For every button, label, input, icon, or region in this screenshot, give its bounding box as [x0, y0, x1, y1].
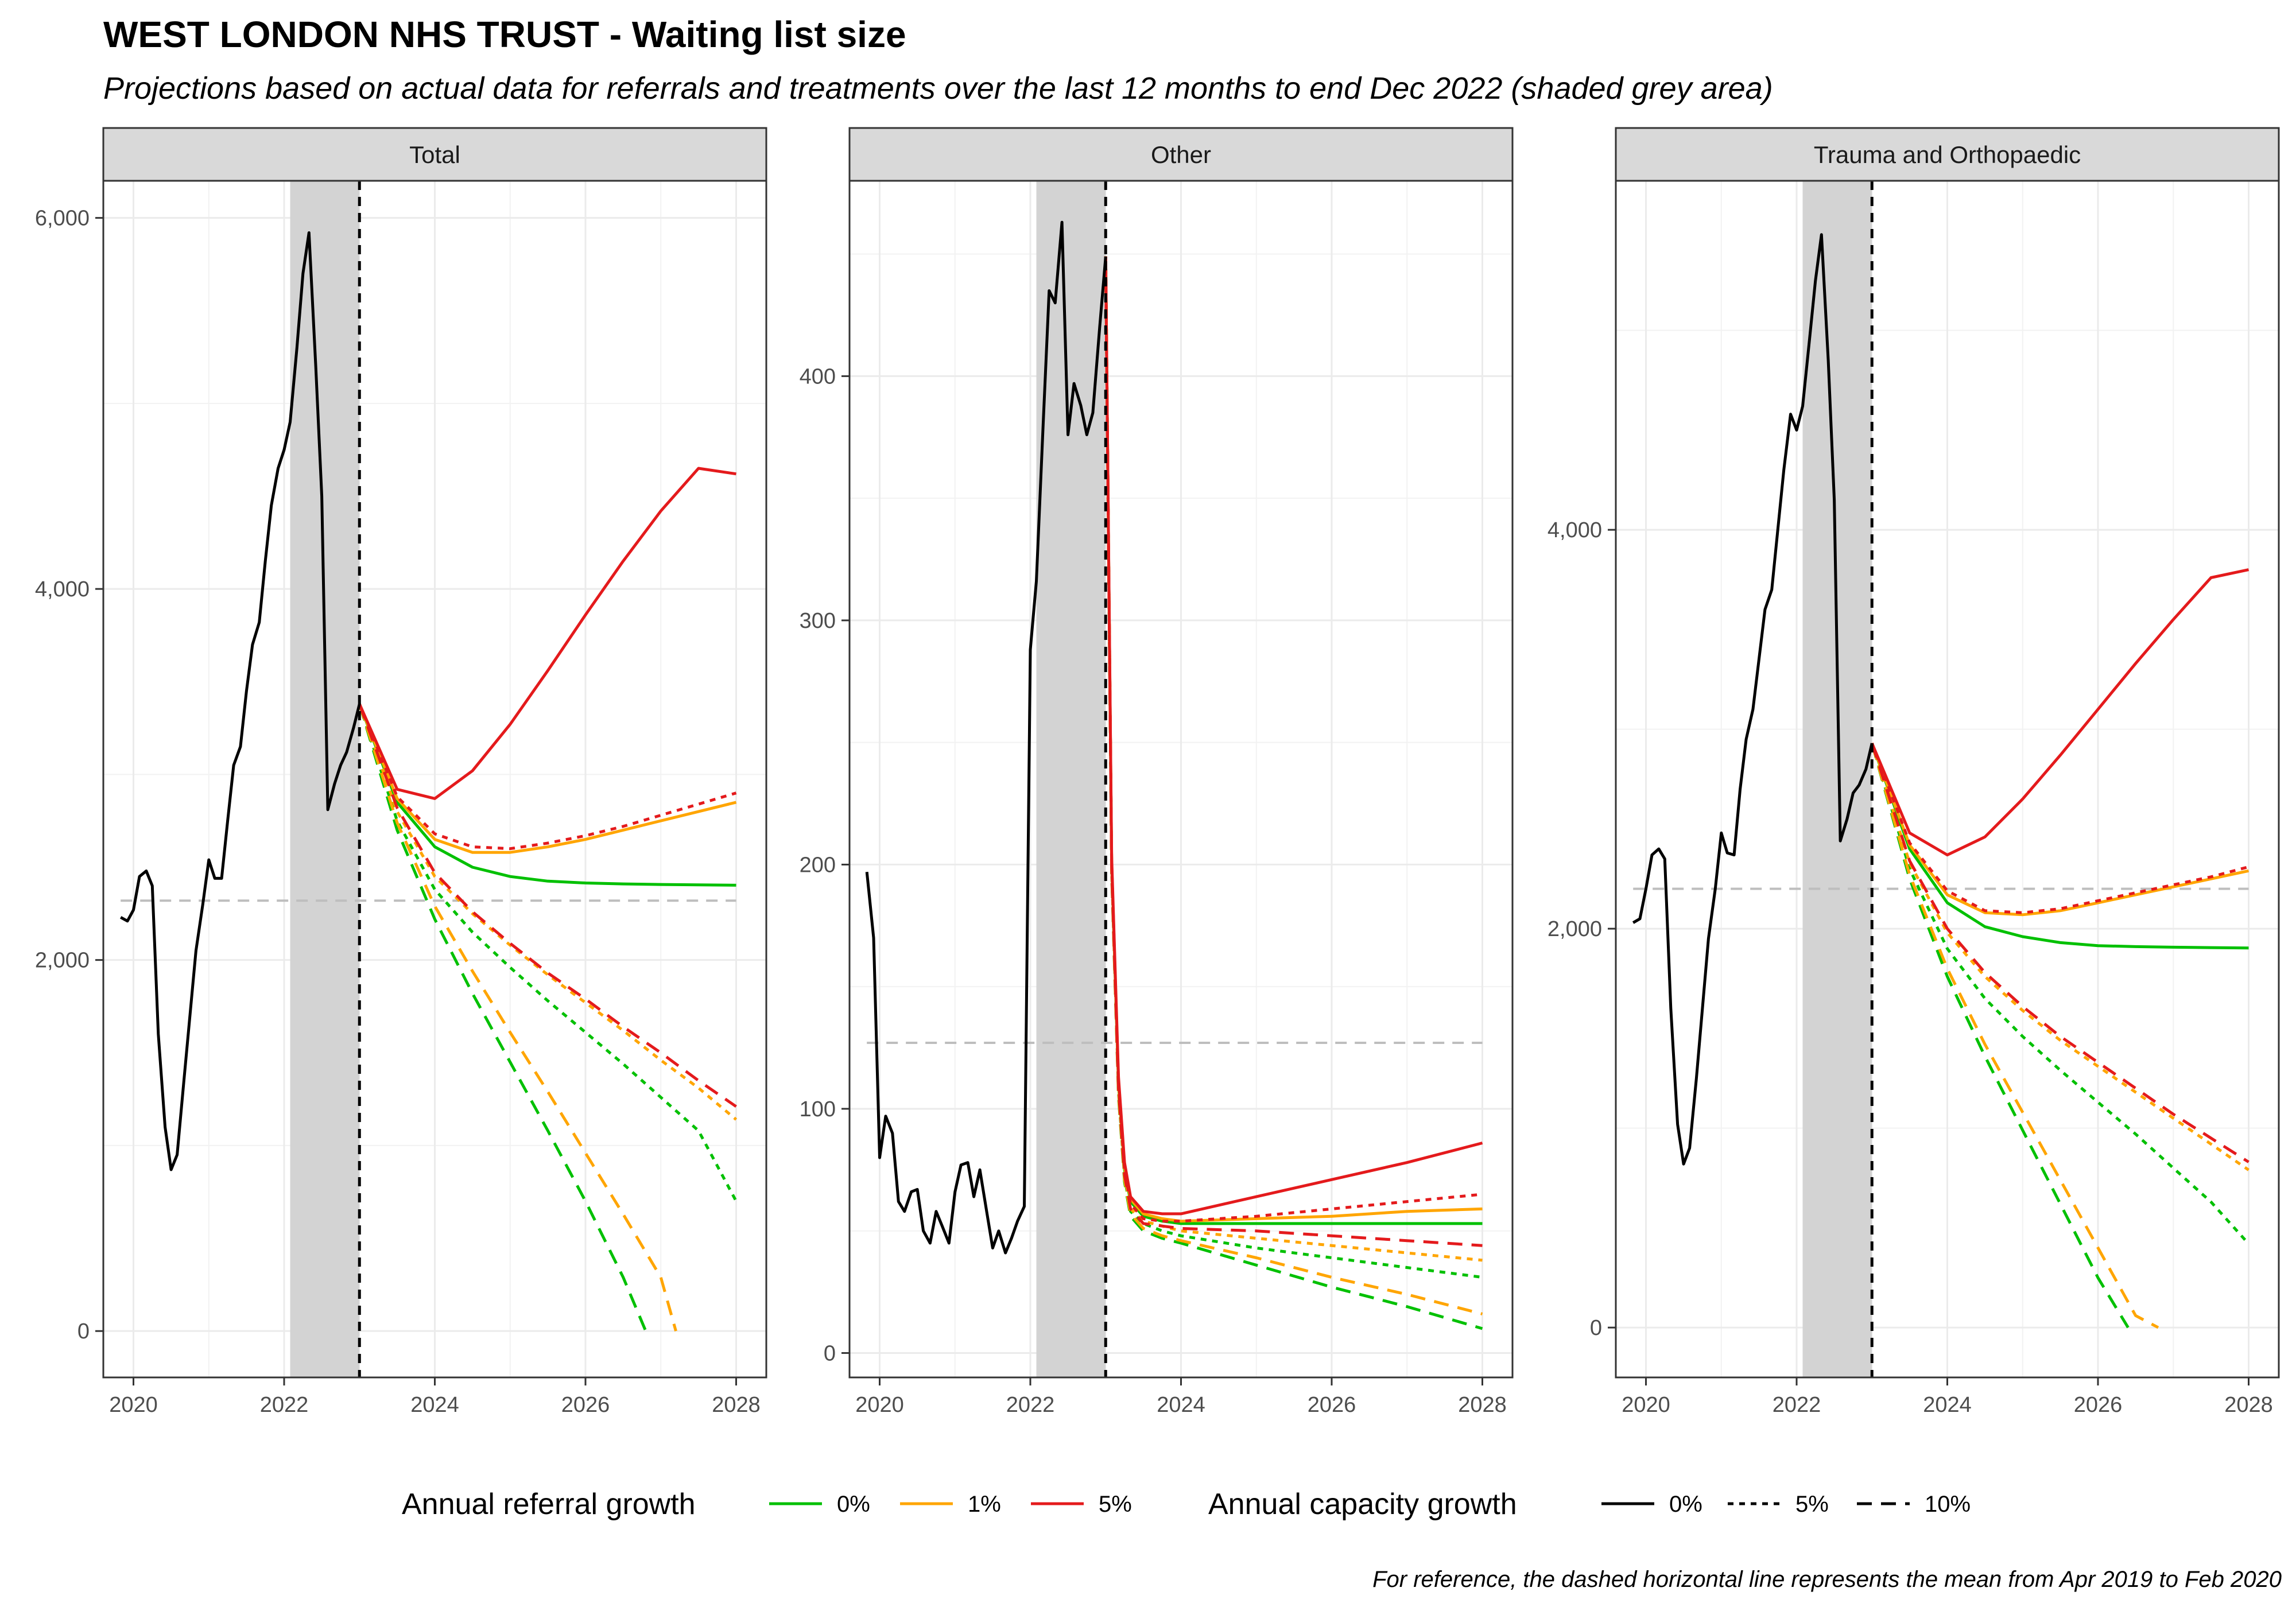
actual-waiting-list-line [865, 220, 1107, 1255]
facet-strip [1615, 127, 2280, 182]
gridlines [103, 181, 766, 1377]
y-tick-label: 2,000 [35, 949, 90, 973]
legend-referral-title: Annual referral growth [402, 1488, 696, 1521]
shaded-period [290, 181, 360, 1377]
x-tick-label: 2024 [1923, 1393, 1972, 1417]
legend-referral-5-label: 5% [1099, 1492, 1132, 1517]
y-tick-label: 6,000 [35, 207, 90, 231]
projection-line-referral-5-capacity-10 [1104, 256, 1483, 1247]
legend: Annual referral growth 0% 1% 5% Annual capac… [402, 1488, 1971, 1521]
x-tick-label: 2028 [2224, 1393, 2273, 1417]
y-tick-label: 4,000 [35, 577, 90, 601]
chart-caption: For reference, the dashed horizontal lin… [1372, 1567, 2282, 1592]
x-tick-label: 2020 [855, 1393, 904, 1417]
actual-waiting-list-line [1632, 233, 1874, 1166]
x-tick-label: 2022 [1773, 1393, 1821, 1417]
legend-referral-0-label: 0% [837, 1492, 870, 1517]
legend-referral-1-label: 1% [968, 1492, 1001, 1517]
projection-line-referral-1-capacity-5 [1870, 743, 2250, 1171]
y-tick-label: 0 [77, 1319, 90, 1344]
projection-line-referral-0-capacity-5 [358, 703, 738, 1202]
x-tick-label: 2020 [109, 1393, 158, 1417]
y-tick-label: 2,000 [1548, 917, 1602, 941]
projection-line-referral-5-capacity-5 [358, 703, 737, 851]
x-tick-label: 2024 [410, 1393, 459, 1417]
x-tick-label: 2026 [1308, 1393, 1356, 1417]
x-tick-label: 2028 [1458, 1393, 1507, 1417]
chart-subtitle: Projections based on actual data for ref… [103, 71, 1773, 106]
y-tick-label: 0 [1590, 1316, 1602, 1340]
y-tick-label: 300 [800, 609, 836, 633]
projection-line-referral-5-capacity-0 [358, 467, 736, 800]
facet-strip [102, 127, 767, 182]
projection-line-referral-1-capacity-0 [358, 703, 737, 854]
projection-line-referral-0-capacity-0 [1870, 743, 2249, 950]
plot-content [119, 181, 738, 1377]
x-tick-label: 2022 [260, 1393, 309, 1417]
projection-line-referral-1-capacity-10 [1870, 743, 2159, 1329]
y-tick-label: 200 [800, 853, 836, 877]
plot-content [1632, 181, 2250, 1377]
projection-line-referral-5-capacity-5 [1870, 743, 2250, 914]
x-tick-label: 2022 [1006, 1393, 1055, 1417]
projection-line-referral-5-capacity-0 [1870, 568, 2250, 857]
x-tick-label: 2028 [712, 1393, 761, 1417]
panel-total: Total 2020 2022 2024 2026 2028 0 2,000 4,000 6,00… [35, 127, 767, 1417]
projection-line-referral-1-capacity-5 [358, 703, 738, 1121]
facet-title: Trauma and Orthopaedic [1814, 141, 2081, 168]
actual-waiting-list-line [119, 231, 361, 1171]
projection-line-referral-5-capacity-5 [1104, 256, 1483, 1223]
projection-line-referral-0-capacity-0 [358, 703, 736, 887]
projection-line-referral-1-capacity-10 [358, 703, 677, 1332]
y-tick-label: 100 [800, 1097, 836, 1121]
projection-line-referral-5-capacity-10 [1870, 743, 2250, 1163]
y-tick-label: 400 [800, 364, 836, 389]
facet-panels: Total 2020 2022 2024 2026 2028 0 2,000 4,000 6,00… [35, 127, 2280, 1417]
x-tick-label: 2020 [1622, 1393, 1670, 1417]
projection-line-referral-0-capacity-10 [1870, 743, 2130, 1329]
legend-capacity-10-label: 10% [1925, 1492, 1971, 1517]
panel-trauma-and-orthopaedic: Trauma and Orthopaedic 2020 2022 2024 2026 20… [1548, 127, 2280, 1417]
legend-capacity-5-label: 5% [1795, 1492, 1829, 1517]
x-tick-label: 2026 [2074, 1393, 2123, 1417]
plot-content [865, 181, 1483, 1377]
facet-title: Total [409, 141, 460, 168]
panel-other: Other 2020 2022 2024 2026 2028 0 100 200 300 400 [800, 127, 1514, 1417]
x-tick-label: 2026 [561, 1393, 610, 1417]
projection-line-referral-5-capacity-10 [358, 703, 737, 1108]
x-tick-label: 2024 [1157, 1393, 1205, 1417]
facet-title: Other [1151, 141, 1211, 168]
chart-title: WEST LONDON NHS TRUST - Waiting list siz… [103, 14, 906, 55]
legend-capacity-title: Annual capacity growth [1208, 1488, 1517, 1521]
facet-strip [848, 127, 1514, 182]
y-tick-label: 0 [824, 1341, 836, 1365]
projection-line-referral-1-capacity-0 [1870, 743, 2250, 917]
legend-capacity-0-label: 0% [1669, 1492, 1702, 1517]
y-tick-label: 4,000 [1548, 518, 1602, 542]
projection-line-referral-0-capacity-10 [358, 703, 647, 1332]
projection-line-referral-0-capacity-5 [1870, 743, 2250, 1245]
